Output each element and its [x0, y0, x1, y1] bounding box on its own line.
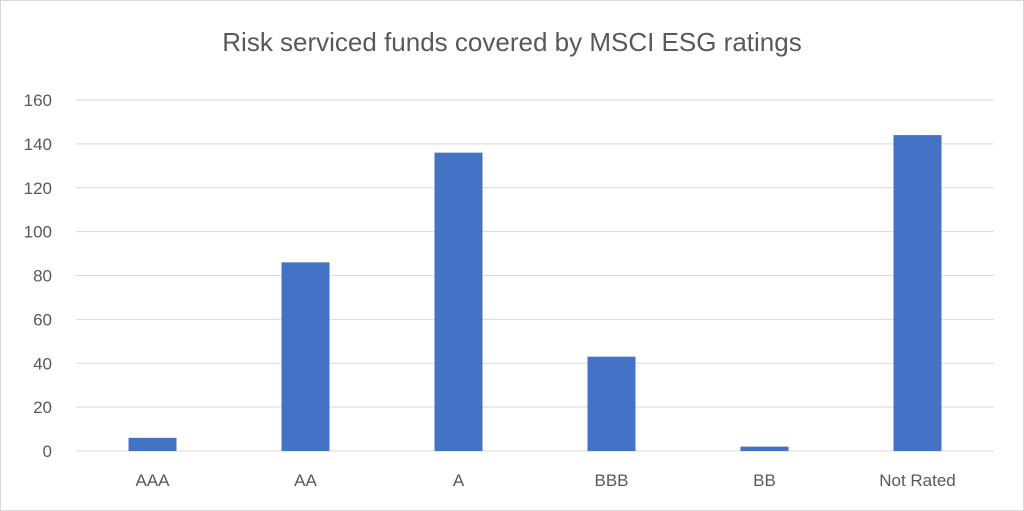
y-tick-label: 140	[24, 135, 52, 154]
x-tick-label: BBB	[594, 471, 628, 490]
bar-a	[434, 152, 483, 451]
x-tick-label: BB	[753, 471, 776, 490]
bar-aa	[281, 262, 330, 451]
y-tick-label: 120	[24, 179, 52, 198]
bar-bb	[740, 446, 789, 451]
chart-title: Risk serviced funds covered by MSCI ESG …	[222, 27, 802, 57]
y-tick-label: 100	[24, 223, 52, 242]
y-tick-label: 20	[33, 398, 52, 417]
y-tick-label: 60	[33, 310, 52, 329]
bar-not-rated	[893, 135, 942, 451]
y-tick-label: 0	[43, 442, 52, 461]
y-tick-label: 80	[33, 267, 52, 286]
x-tick-label: A	[453, 471, 465, 490]
y-tick-label: 40	[33, 354, 52, 373]
bar-aaa	[128, 437, 177, 451]
bar-bbb	[587, 356, 636, 451]
x-tick-label: AA	[294, 471, 317, 490]
y-tick-label: 160	[24, 91, 52, 110]
x-tick-label: Not Rated	[879, 471, 956, 490]
x-tick-label: AAA	[135, 471, 170, 490]
